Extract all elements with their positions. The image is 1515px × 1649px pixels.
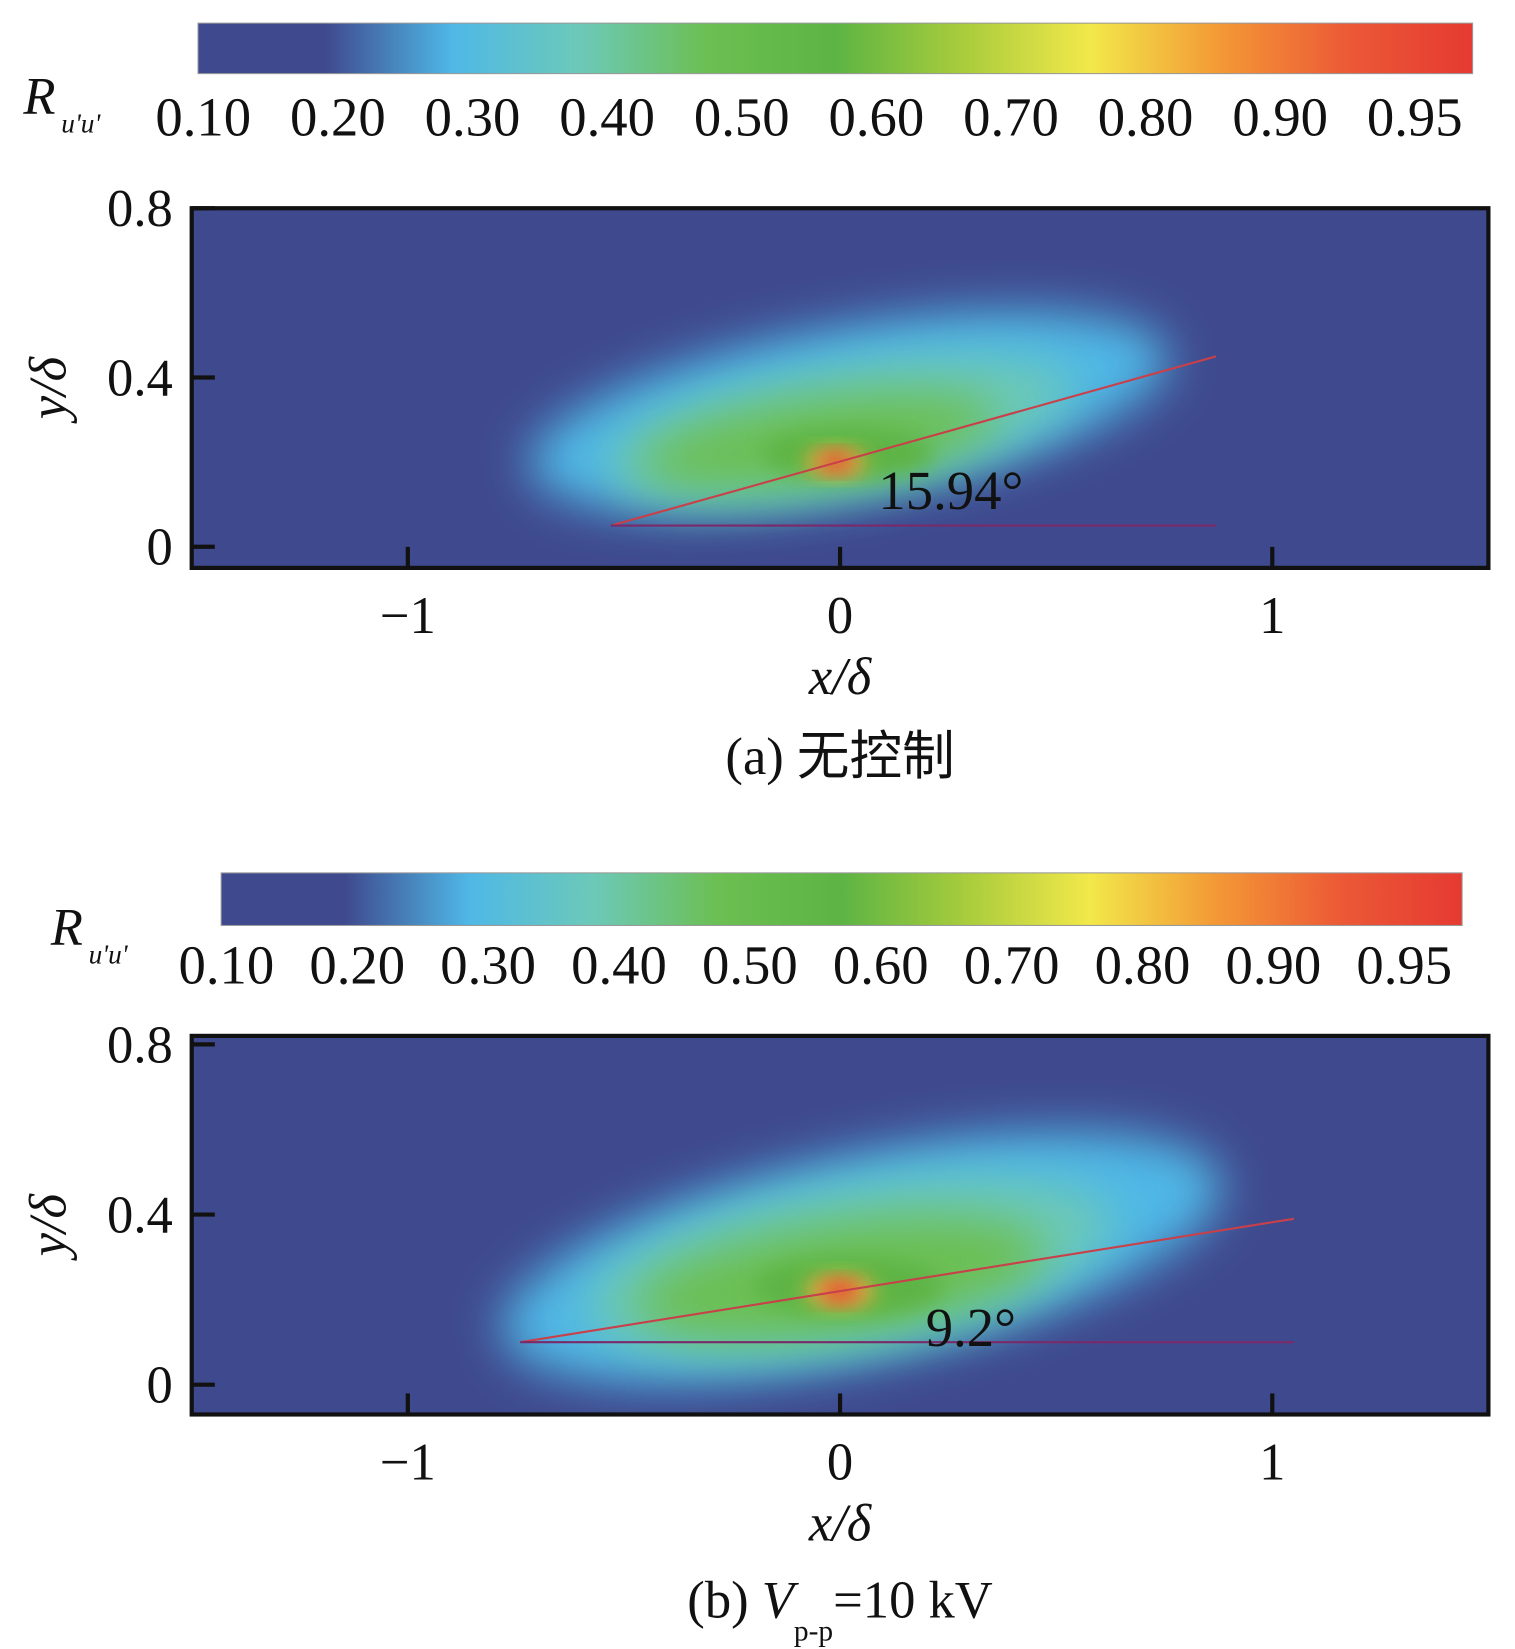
caption-variable: V (762, 1571, 800, 1629)
x-axis-label: x/δ (808, 648, 873, 706)
colorbar-tick-label: 0.90 (1232, 87, 1328, 148)
colorbar-tick-label: 0.10 (155, 87, 251, 148)
x-tick-label: −1 (380, 587, 436, 645)
colorbar-tick-label: 0.60 (828, 87, 924, 148)
caption-rest: =10 kV (833, 1571, 993, 1629)
x-tick-label: 1 (1259, 587, 1285, 645)
caption-subscript: p-p (794, 1616, 833, 1648)
colorbar-tick-label: 0.20 (309, 934, 405, 995)
heatmap-field (191, 1035, 1489, 1415)
colorbar-tick-label: 0.70 (963, 87, 1059, 148)
angle-line (610, 355, 1217, 527)
colorbar-tick-label: 0.60 (833, 934, 929, 995)
colorbar-label: R (22, 68, 55, 126)
caption: (b) Vp-p=10 kV (687, 1571, 992, 1647)
y-tick-label: 0.4 (107, 349, 173, 407)
x-axis-label: x/δ (808, 1495, 873, 1553)
y-tick-label: 0 (146, 519, 172, 577)
x-tick-label: 0 (827, 587, 853, 645)
angle-annotation: 15.94° (878, 460, 1023, 521)
caption-prefix: (b) (687, 1571, 761, 1629)
colorbar-tick-label: 0.50 (702, 934, 798, 995)
colorbar-tick-label: 0.30 (440, 934, 536, 995)
y-axis-label: y/δ (20, 1192, 78, 1261)
colorbar-label-sub: u'u' (89, 939, 129, 969)
colorbar-tick-label: 0.50 (694, 87, 790, 148)
y-tick-label: 0.4 (107, 1186, 173, 1244)
colorbar-tick-label: 0.10 (179, 934, 275, 995)
colorbar-tick-label: 0.80 (1095, 934, 1191, 995)
heatmap-field (191, 208, 1489, 568)
angle-line (520, 1217, 1295, 1344)
colorbar (220, 872, 1463, 926)
y-axis-label: y/δ (20, 355, 78, 424)
colorbar-tick-label: 0.90 (1226, 934, 1322, 995)
colorbar-tick-label: 0.70 (964, 934, 1060, 995)
colorbar-label-sub: u'u' (61, 109, 101, 139)
colorbar-tick-label: 0.40 (559, 87, 655, 148)
colorbar-tick-label: 0.80 (1098, 87, 1194, 148)
angle-annotation: 9.2° (926, 1297, 1016, 1358)
colorbar-tick-label: 0.30 (425, 87, 521, 148)
y-tick-label: 0 (146, 1357, 172, 1415)
colorbar-tick-label: 0.95 (1356, 934, 1452, 995)
colorbar-tick-label: 0.20 (290, 87, 386, 148)
colorbar (197, 22, 1474, 75)
y-tick-label: 0.8 (107, 180, 173, 238)
x-tick-label: 0 (827, 1434, 853, 1492)
x-tick-label: 1 (1259, 1434, 1285, 1492)
colorbar-tick-label: 0.95 (1367, 87, 1463, 148)
x-tick-label: −1 (380, 1434, 436, 1492)
colorbar-label: R (50, 898, 83, 956)
caption: (a) 无控制 (725, 728, 954, 786)
y-tick-label: 0.8 (107, 1016, 173, 1074)
colorbar-tick-label: 0.40 (571, 934, 667, 995)
